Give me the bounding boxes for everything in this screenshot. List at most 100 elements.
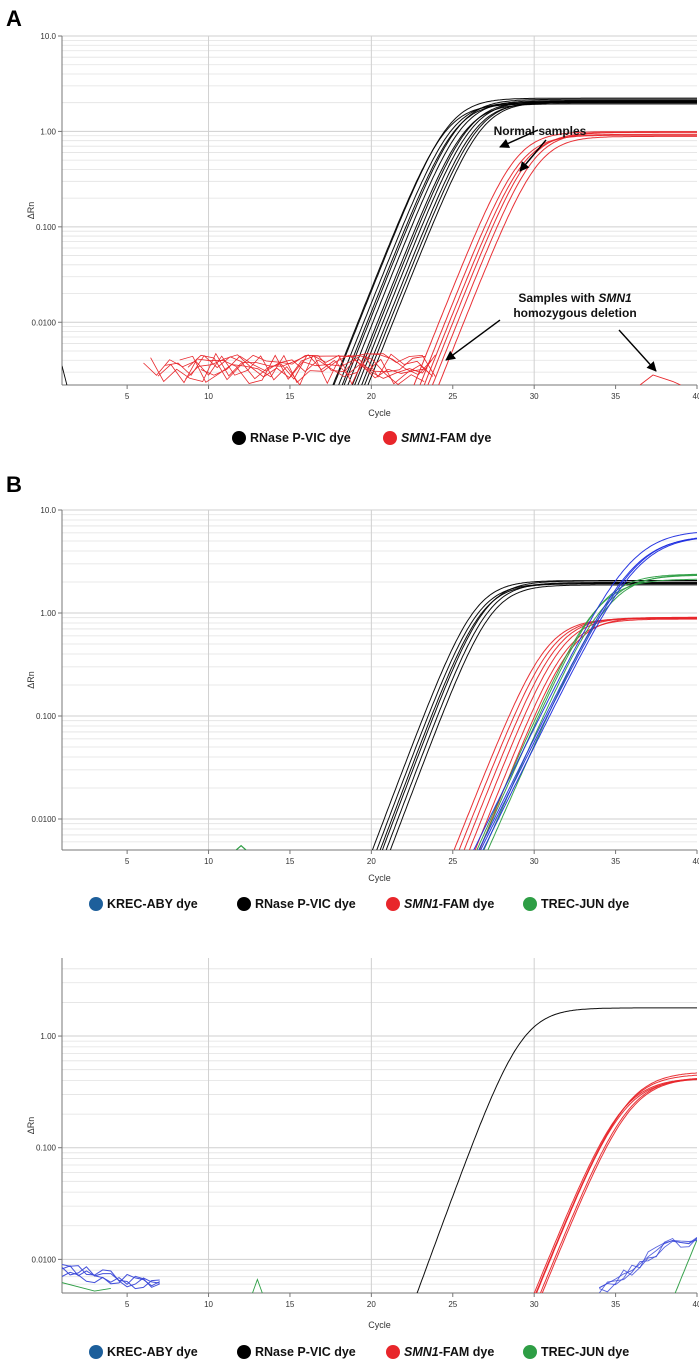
legend-swatch — [237, 897, 251, 911]
curve-line — [599, 1238, 697, 1289]
legend-swatch — [237, 1345, 251, 1359]
x-tick-label: 5 — [125, 857, 130, 866]
noise-line — [185, 354, 434, 385]
curve-line — [599, 1237, 697, 1293]
annotation-segment: homozygous deletion — [513, 306, 636, 320]
curve-line — [62, 1264, 160, 1288]
x-tick-label: 15 — [285, 392, 294, 401]
x-tick-label: 35 — [611, 857, 620, 866]
series-rnase-p-vic-dye — [371, 580, 697, 850]
curve-line — [364, 101, 697, 385]
panel-a: A 10.0 1.00 0.100 0.0100 5 10 15 20 25 30 35 40 Cycle… — [6, 6, 699, 445]
series-smn1-fam-dye — [413, 131, 697, 385]
legend-label: TREC-JUN dye — [541, 1345, 629, 1359]
curve-line — [338, 101, 697, 385]
y-axis-title: ΔRn — [26, 1117, 36, 1135]
curve-line — [416, 1007, 697, 1293]
noise-line — [62, 1282, 111, 1292]
legend-label-text: RNase P-VIC dye — [250, 431, 351, 445]
curve-line — [62, 1266, 160, 1290]
x-axis-title: Cycle — [368, 873, 391, 883]
x-tick-label: 35 — [611, 392, 620, 401]
y-tick-label: 0.0100 — [32, 1255, 57, 1264]
y-tick-label: 10.0 — [40, 506, 56, 515]
legend-label: RNase P-VIC dye — [255, 1345, 356, 1359]
y-tick-label: 1.00 — [40, 609, 56, 618]
noise-curves — [62, 1278, 263, 1293]
legend-swatch — [386, 897, 400, 911]
x-tick-label: 25 — [448, 1300, 457, 1309]
curve-line — [487, 574, 697, 850]
annotation-arrow — [499, 129, 539, 148]
curve-line — [438, 135, 697, 385]
noise-line — [639, 374, 681, 385]
curve-line — [483, 575, 697, 850]
grid — [62, 509, 697, 850]
grid — [62, 958, 697, 1293]
legend-swatch — [89, 1345, 103, 1359]
curve-line — [341, 102, 697, 385]
y-axis-title: ΔRn — [26, 202, 36, 220]
legend-label-italic: SMN1 — [404, 1345, 439, 1359]
legend-label: SMN1-FAM dye — [401, 431, 491, 445]
x-tick-label: 40 — [693, 1300, 699, 1309]
x-tick-label: 15 — [285, 1300, 294, 1309]
noise-line — [62, 365, 68, 385]
legend-swatch — [383, 431, 397, 445]
x-tick-label: 15 — [285, 857, 294, 866]
curve-line — [599, 1239, 697, 1289]
curve-line — [367, 101, 697, 385]
series-trec-jun-dye — [674, 1239, 697, 1293]
curve-line — [482, 538, 697, 850]
x-axis-title: Cycle — [368, 1320, 391, 1330]
x-tick-label: 20 — [367, 857, 376, 866]
noise-line — [165, 354, 426, 376]
series-rnase-p-vic-dye — [351, 100, 697, 385]
x-tick-label: 30 — [530, 392, 539, 401]
y-axis-title: ΔRn — [26, 671, 36, 689]
annotation-text: Normal samples — [494, 124, 587, 138]
x-axis-title: Cycle — [368, 408, 391, 418]
noise-line — [157, 353, 432, 385]
x-tick-label: 25 — [448, 392, 457, 401]
series-krec-aby-dye — [473, 532, 697, 850]
x-tick-label: 10 — [204, 392, 213, 401]
legend-label-text: RNase P-VIC dye — [255, 1345, 356, 1359]
legend-label-text: -FAM dye — [439, 1345, 495, 1359]
x-tick-label: 40 — [693, 857, 699, 866]
legend-label: SMN1-FAM dye — [404, 897, 494, 911]
x-tick-label: 5 — [125, 1300, 130, 1309]
legend-label: KREC-ABY dye — [107, 1345, 198, 1359]
curve-line — [333, 97, 697, 385]
curve-line — [371, 580, 697, 850]
annotation-segment: Normal samples — [494, 124, 587, 138]
legend-swatch — [89, 897, 103, 911]
x-tick-label: 30 — [530, 857, 539, 866]
panel-b: B 10.0 1.00 0.100 0.0100 5 10 15 20 25 30 35 40 Cycle… — [6, 472, 699, 911]
curve-line — [539, 1078, 697, 1293]
curve-line — [480, 537, 697, 850]
y-tick-label: 0.100 — [36, 712, 57, 721]
y-tick-label: 0.0100 — [32, 318, 57, 327]
x-tick-label: 20 — [367, 392, 376, 401]
curve-line — [413, 131, 697, 385]
legend-label: SMN1-FAM dye — [404, 1345, 494, 1359]
y-tick-label: 1.00 — [40, 127, 56, 136]
noise-line — [179, 354, 428, 384]
x-tick-label: 35 — [611, 1300, 620, 1309]
legend: RNase P-VIC dye SMN1-FAM dye — [232, 431, 491, 445]
annotation-segment: SMN1 — [598, 291, 632, 305]
y-tick-label: 0.0100 — [32, 815, 57, 824]
x-tick-label: 20 — [367, 1300, 376, 1309]
plot-area — [62, 97, 697, 385]
y-tick-label: 1.00 — [40, 1032, 56, 1041]
annotation-text: Samples with SMN1 homozygous deletion — [513, 291, 636, 320]
legend-swatch — [523, 897, 537, 911]
curve-line — [62, 1265, 160, 1288]
annotation-arrow — [445, 319, 501, 361]
x-tick-label: 30 — [530, 1300, 539, 1309]
legend-label-text: TREC-JUN dye — [541, 1345, 629, 1359]
noise-line — [200, 353, 436, 378]
panel-label: B — [6, 472, 22, 497]
